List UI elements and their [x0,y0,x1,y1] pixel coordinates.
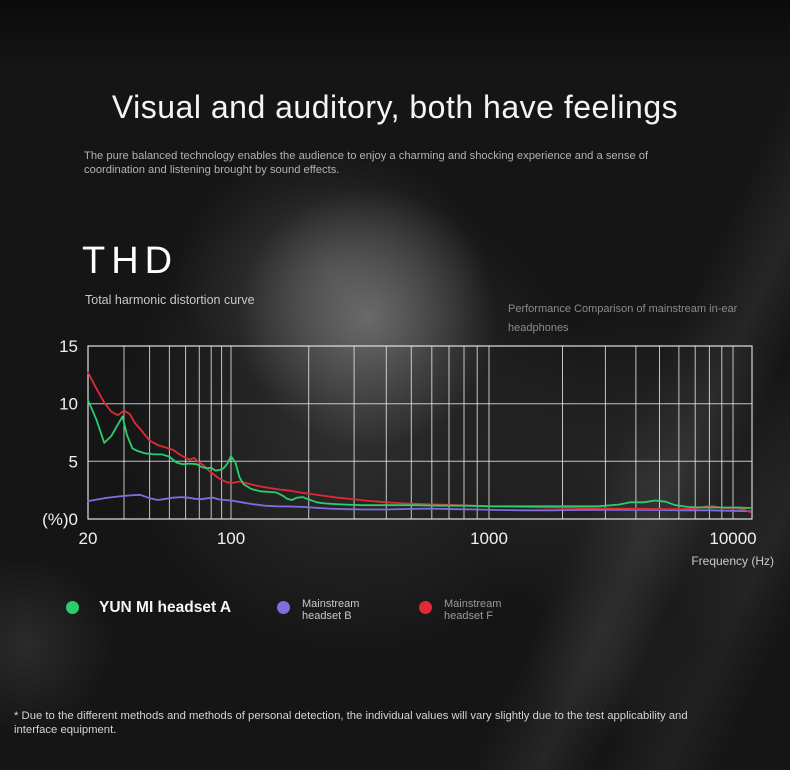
page-subtitle: The pure balanced technology enables the… [84,150,649,176]
series-line-yun-mi-headset-a [87,399,752,509]
x-tick-label: 100 [217,529,245,548]
x-axis-title: Frequency (Hz) [691,554,774,568]
legend-label: Mainstream headset B [302,598,359,623]
series-line-mainstream-headset-b [87,493,752,513]
legend-label: Mainstream headset F [444,598,501,623]
footnote: * Due to the different methods and metho… [14,710,688,736]
y-tick-label: 10 [59,395,78,414]
legend-swatch-icon [419,601,432,614]
x-tick-label: 1000 [470,529,508,548]
legend-label-line: headset F [444,610,493,623]
thd-chart: 20 100 1000 10000 15 10 5 (%)0 [0,330,790,575]
legend-label-line: Mainstream [302,598,360,610]
y-tick-label: 15 [59,337,78,356]
y-tick-label: 5 [69,452,78,471]
x-tick-label: 10000 [709,529,756,548]
legend-label-line: headset B [302,610,352,623]
chart-side-note: Performance Comparison of mainstream in-… [508,303,738,334]
legend-swatch-icon [277,601,290,614]
x-tick-label: 20 [79,529,98,548]
plot-border [87,345,753,520]
legend-label-line: Mainstream [444,598,502,610]
thd-chart-svg: 20 100 1000 10000 15 10 5 (%)0 [42,337,757,548]
section-heading: THD [82,240,179,282]
y-tick-label: (%)0 [42,510,78,529]
page-title: Visual and auditory, both have feelings [111,89,679,126]
legend-item: Mainstream headset F [419,598,501,623]
legend-item: Mainstream headset B [277,598,359,623]
legend-swatch-icon [66,601,79,614]
legend-label: YUN MI headset A [99,599,231,617]
section-subheading: Total harmonic distortion curve [85,293,255,307]
series-line-mainstream-headset-f [87,371,752,514]
legend-item: YUN MI headset A [66,598,231,617]
legend-label-line: YUN MI headset A [99,599,232,616]
